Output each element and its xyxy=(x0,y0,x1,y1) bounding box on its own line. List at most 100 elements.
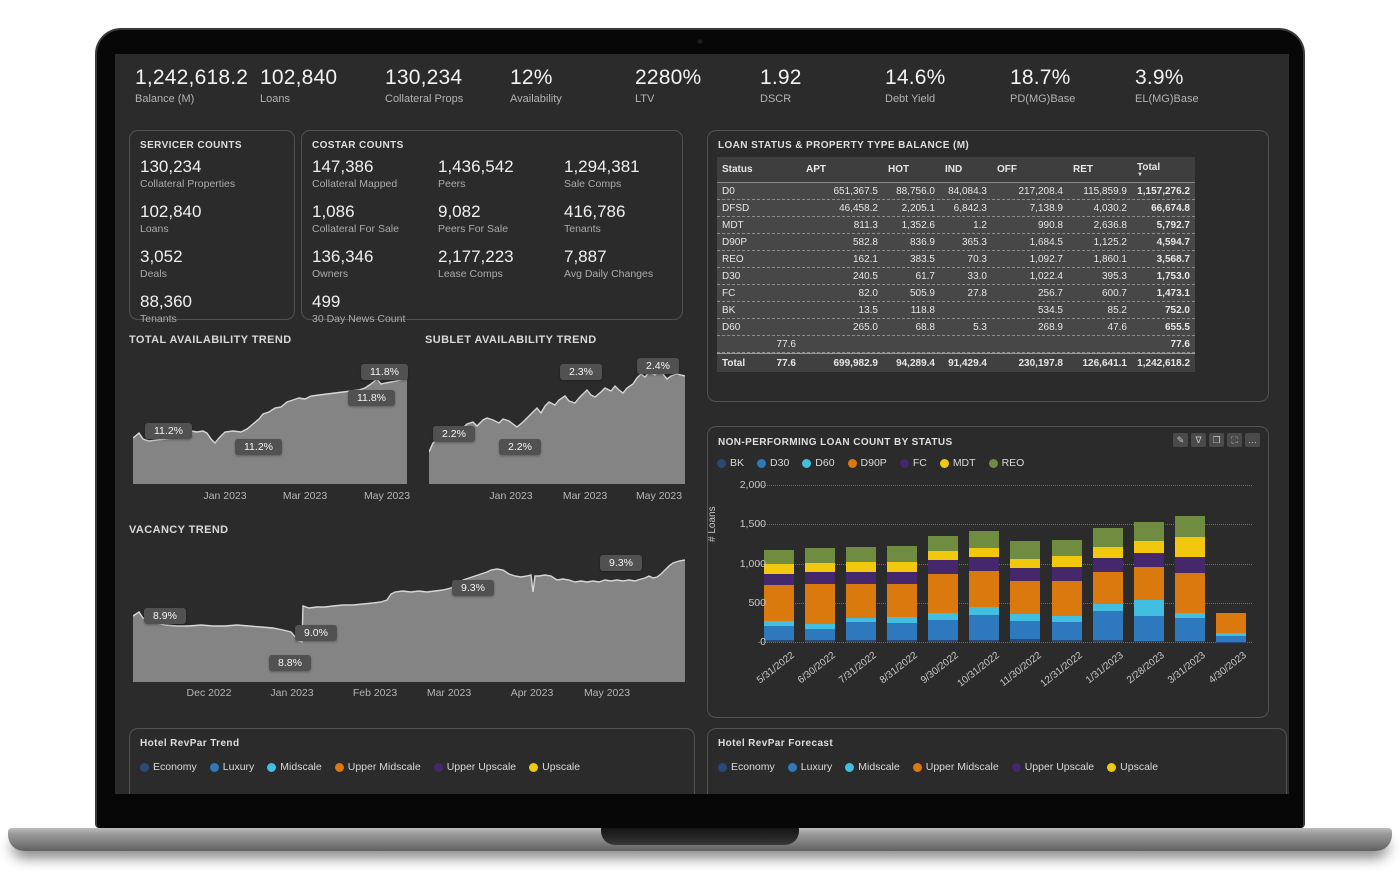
bar-segment-d90p xyxy=(764,584,794,622)
table-cell: 1,157,276.2 xyxy=(1137,185,1190,197)
legend-item[interactable]: Upper Midscale xyxy=(912,761,999,773)
hotel-revpar-forecast-panel[interactable]: Hotel RevPar Forecast Economy Luxury Midsc… xyxy=(707,728,1287,794)
legend-item[interactable]: FC xyxy=(899,457,927,469)
table-cell: 77.6 xyxy=(1170,338,1190,350)
legend-label: FC xyxy=(912,457,927,469)
more-options-icon[interactable]: … xyxy=(1245,433,1260,447)
bar-segment-reo xyxy=(1174,515,1205,538)
legend-item[interactable]: Upper Upscale xyxy=(1011,761,1094,773)
npl-chart-panel[interactable]: NON-PERFORMING LOAN COUNT BY STATUS ✎ ∇ ❐ ⛶… xyxy=(707,426,1269,718)
kpi-card: 12% Availability xyxy=(510,66,635,105)
vacancy-trend-chart[interactable]: VACANCY TREND 8.9% 8.8% 9.0% 9.3% 9.3% D… xyxy=(129,524,695,706)
table-cell: 82.0 xyxy=(858,287,878,299)
column-header[interactable]: RET xyxy=(1073,164,1093,175)
npl-bar[interactable] xyxy=(1051,539,1082,642)
legend-label: Upscale xyxy=(1120,761,1159,773)
legend-item[interactable]: MDT xyxy=(939,457,976,469)
table-row[interactable]: D30 240.5 61.7 33.0 1,022.4 395.3 1,753.0 xyxy=(717,268,1195,285)
legend-item[interactable]: Midscale xyxy=(845,761,900,773)
x-axis-tick: May 2023 xyxy=(363,490,411,502)
table-row[interactable]: REO 162.1 383.5 70.3 1,092.7 1,860.1 3,568.7 xyxy=(717,251,1195,268)
table-cell: 811.3 xyxy=(853,219,878,231)
table-row[interactable]: BK 13.5 118.8 534.5 85.2 752.0 xyxy=(717,302,1195,319)
table-row[interactable]: FC 82.0 505.9 27.8 256.7 600.7 1,473.1 xyxy=(717,285,1195,302)
copy-icon[interactable]: ❐ xyxy=(1209,433,1224,447)
filter-icon[interactable]: ∇ xyxy=(1191,433,1206,447)
table-row[interactable]: MDT 811.3 1,352.6 1.2 990.8 2,636.8 5,792.7 xyxy=(717,217,1195,234)
table-cell: 66,674.8 xyxy=(1151,202,1190,214)
table-row[interactable]: D0 651,367.5 88,756.0 84,084.3 217,208.4 115,… xyxy=(717,183,1195,200)
npl-bar[interactable] xyxy=(1092,528,1123,642)
laptop-base xyxy=(8,828,1392,851)
legend-item[interactable]: Luxury xyxy=(787,761,833,773)
legend-item[interactable]: Economy xyxy=(140,761,197,773)
npl-bar[interactable] xyxy=(1174,515,1205,642)
npl-bar[interactable] xyxy=(1133,521,1164,642)
npl-bar[interactable] xyxy=(969,530,1000,642)
table-row[interactable]: D60 265.0 68.8 5.3 268.9 47.6 655.5 xyxy=(717,319,1195,336)
area-chart xyxy=(133,559,685,682)
column-header[interactable]: HOT xyxy=(888,164,910,175)
legend-item[interactable]: D90P xyxy=(847,457,887,469)
x-axis-tick: 10/31/2022 xyxy=(956,650,1003,690)
legend-item[interactable]: Upscale xyxy=(1107,761,1158,773)
column-header[interactable]: OFF xyxy=(997,164,1017,175)
bar-segment-fc xyxy=(1174,557,1205,573)
bar-segment-mdt xyxy=(846,561,877,572)
table-cell: 699,982.9 xyxy=(833,357,879,369)
npl-bar[interactable] xyxy=(928,536,959,642)
stat-block: 136,346 Owners xyxy=(312,247,438,280)
legend-item[interactable]: Upscale xyxy=(529,761,580,773)
data-label: 11.8% xyxy=(361,364,408,380)
legend-label: Midscale xyxy=(280,761,322,773)
column-header[interactable]: Total ▼ xyxy=(1132,162,1195,177)
legend-item[interactable]: D60 xyxy=(802,457,835,469)
data-label: 11.8% xyxy=(348,390,395,406)
npl-bar[interactable] xyxy=(846,547,877,642)
stat-value: 2,177,223 xyxy=(438,247,514,266)
edit-icon[interactable]: ✎ xyxy=(1173,433,1188,447)
legend-item[interactable]: BK xyxy=(717,457,744,469)
npl-bar[interactable] xyxy=(1215,612,1246,642)
legend-item[interactable]: Upper Upscale xyxy=(433,761,516,773)
hotel-revpar-trend-panel[interactable]: Hotel RevPar Trend Economy Luxury Midscale… xyxy=(129,728,695,794)
column-header[interactable]: IND xyxy=(945,164,963,175)
data-label: 9.0% xyxy=(295,625,337,641)
bar-segment-fc xyxy=(846,571,877,585)
table-row[interactable]: 77.6 77.6 xyxy=(717,336,1195,353)
npl-bar[interactable] xyxy=(887,546,918,642)
table-cell: 1,684.5 xyxy=(1029,236,1063,248)
table-cell: 91,429.4 xyxy=(948,357,987,369)
legend-item[interactable]: Midscale xyxy=(267,761,322,773)
legend-dot-icon xyxy=(847,458,857,468)
legend-item[interactable]: Economy xyxy=(718,761,775,773)
x-axis-tick: May 2023 xyxy=(583,687,631,699)
npl-bar[interactable] xyxy=(1010,540,1041,642)
kpi-value: 130,234 xyxy=(385,66,463,89)
sublet-availability-chart[interactable]: SUBLET AVAILABILITY TREND 2.2% 2.2% 2.3%… xyxy=(425,334,693,510)
table-cell: 4,594.7 xyxy=(1156,236,1190,248)
legend-item[interactable]: REO xyxy=(988,457,1024,469)
legend-item[interactable]: Upper Midscale xyxy=(334,761,421,773)
npl-bar[interactable] xyxy=(764,550,794,642)
npl-bar[interactable] xyxy=(805,548,836,642)
legend-label: Luxury xyxy=(800,761,833,773)
column-header[interactable]: Status xyxy=(722,164,753,175)
legend-item[interactable]: Luxury xyxy=(209,761,254,773)
column-header[interactable]: APT xyxy=(806,164,826,175)
legend-dot-icon xyxy=(802,458,812,468)
table-row[interactable]: DFSD 46,458.2 2,205.1 6,842.3 7,138.9 4,030.2… xyxy=(717,200,1195,217)
bar-segment-d60 xyxy=(764,621,794,626)
laptop-lid-notch xyxy=(601,828,799,845)
legend-item[interactable]: D30 xyxy=(757,457,789,469)
bar-segment-d60 xyxy=(1215,632,1246,636)
stat-label: Peers For Sale xyxy=(438,223,509,235)
legend-dot-icon xyxy=(717,458,726,468)
focus-mode-icon[interactable]: ⛶ xyxy=(1227,433,1242,447)
webcam-icon xyxy=(697,39,703,44)
total-availability-chart[interactable]: TOTAL AVAILABILITY TREND 11.2% 11.2% 11.… xyxy=(129,334,415,510)
visual-header: ✎ ∇ ❐ ⛶… xyxy=(1173,433,1260,447)
bar-segment-bk xyxy=(1010,639,1041,642)
table-row[interactable]: D90P 582.8 836.9 365.3 1,684.5 1,125.2 4,594.7 xyxy=(717,234,1195,251)
stat-label: Deals xyxy=(140,268,167,280)
